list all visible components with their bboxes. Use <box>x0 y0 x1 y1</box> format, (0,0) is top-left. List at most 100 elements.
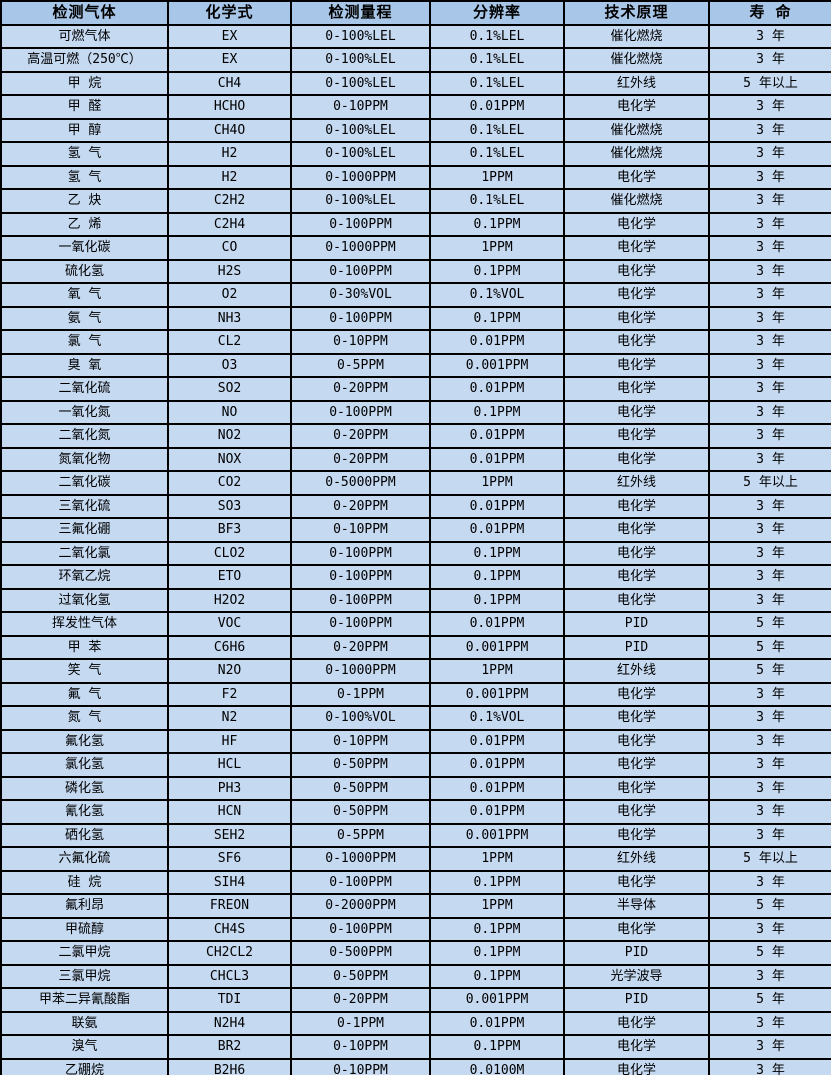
cell-technology: 电化学 <box>563 564 710 590</box>
cell-lifespan: 3 年 <box>708 329 831 355</box>
cell-technology: 电化学 <box>563 446 710 472</box>
cell-detection-range: 0-10PPM <box>290 94 431 120</box>
cell-gas-name: 可燃气体 <box>0 23 169 49</box>
table-row: 乙 烯 C2H4 0-100PPM 0.1PPM 电化学 3 年 <box>0 211 831 237</box>
cell-detection-range: 0-10PPM <box>290 728 431 754</box>
cell-detection-range: 0-1PPM <box>290 1010 431 1036</box>
table-row: 二氧化碳 CO2 0-5000PPM 1PPM 红外线 5 年以上 <box>0 470 831 496</box>
cell-gas-name: 联氨 <box>0 1010 169 1036</box>
table-row: 六氟化硫 SF6 0-1000PPM 1PPM 红外线 5 年以上 <box>0 846 831 872</box>
cell-technology: 电化学 <box>563 587 710 613</box>
cell-lifespan: 3 年 <box>708 235 831 261</box>
table-row: 联氨 N2H4 0-1PPM 0.01PPM 电化学 3 年 <box>0 1010 831 1036</box>
cell-resolution: 0.01PPM <box>429 94 565 120</box>
cell-gas-name: 硫化氢 <box>0 258 169 284</box>
cell-technology: 电化学 <box>563 399 710 425</box>
cell-lifespan: 3 年 <box>708 47 831 73</box>
cell-lifespan: 3 年 <box>708 141 831 167</box>
cell-chemical-formula: N2 <box>167 705 292 731</box>
table-row: 甲苯二异氰酸酯 TDI 0-20PPM 0.001PPM PID 5 年 <box>0 987 831 1013</box>
cell-detection-range: 0-100%LEL <box>290 141 431 167</box>
cell-technology: 电化学 <box>563 329 710 355</box>
cell-gas-name: 氯化氢 <box>0 752 169 778</box>
cell-lifespan: 5 年以上 <box>708 70 831 96</box>
cell-chemical-formula: EX <box>167 23 292 49</box>
cell-resolution: 0.1PPM <box>429 940 565 966</box>
table-row: 氟化氢 HF 0-10PPM 0.01PPM 电化学 3 年 <box>0 728 831 754</box>
cell-resolution: 0.1%VOL <box>429 705 565 731</box>
cell-detection-range: 0-10PPM <box>290 329 431 355</box>
cell-technology: 催化燃烧 <box>563 188 710 214</box>
cell-resolution: 0.1%LEL <box>429 188 565 214</box>
cell-lifespan: 5 年 <box>708 611 831 637</box>
cell-technology: PID <box>563 634 710 660</box>
cell-technology: 电化学 <box>563 799 710 825</box>
cell-lifespan: 5 年以上 <box>708 846 831 872</box>
cell-technology: 电化学 <box>563 916 710 942</box>
cell-resolution: 0.001PPM <box>429 987 565 1013</box>
cell-resolution: 0.01PPM <box>429 1010 565 1036</box>
cell-resolution: 0.1%LEL <box>429 70 565 96</box>
cell-lifespan: 3 年 <box>708 493 831 519</box>
cell-detection-range: 0-100PPM <box>290 587 431 613</box>
table-row: 氨 气 NH3 0-100PPM 0.1PPM 电化学 3 年 <box>0 305 831 331</box>
cell-technology: 电化学 <box>563 94 710 120</box>
cell-resolution: 0.01PPM <box>429 446 565 472</box>
table-header: 检测气体 化学式 检测量程 分辨率 技术原理寿 命 <box>0 0 831 26</box>
column-header-resolution: 分辨率 <box>429 0 565 26</box>
cell-chemical-formula: HCHO <box>167 94 292 120</box>
cell-resolution: 0.01PPM <box>429 423 565 449</box>
cell-technology: PID <box>563 940 710 966</box>
cell-chemical-formula: BF3 <box>167 517 292 543</box>
cell-chemical-formula: SO3 <box>167 493 292 519</box>
cell-resolution: 0.001PPM <box>429 352 565 378</box>
cell-resolution: 0.1PPM <box>429 211 565 237</box>
cell-detection-range: 0-100PPM <box>290 258 431 284</box>
cell-detection-range: 0-50PPM <box>290 775 431 801</box>
table-row: 乙硼烷 B2H6 0-10PPM 0.0100M 电化学 3 年 <box>0 1057 831 1075</box>
cell-chemical-formula: H2S <box>167 258 292 284</box>
cell-detection-range: 0-50PPM <box>290 963 431 989</box>
cell-technology: 催化燃烧 <box>563 23 710 49</box>
cell-chemical-formula: CLO2 <box>167 540 292 566</box>
cell-chemical-formula: H2 <box>167 164 292 190</box>
cell-resolution: 0.1PPM <box>429 1034 565 1060</box>
cell-technology: 电化学 <box>563 728 710 754</box>
cell-technology: 半导体 <box>563 893 710 919</box>
cell-lifespan: 5 年 <box>708 940 831 966</box>
column-header-gas-name: 检测气体 <box>0 0 169 26</box>
cell-gas-name: 硒化氢 <box>0 822 169 848</box>
cell-chemical-formula: CO2 <box>167 470 292 496</box>
cell-resolution: 0.01PPM <box>429 775 565 801</box>
table-body: 可燃气体 EX 0-100%LEL 0.1%LEL 催化燃烧 3 年高温可燃（250℃） E… <box>0 23 831 1075</box>
cell-detection-range: 0-2000PPM <box>290 893 431 919</box>
column-header-detection-range: 检测量程 <box>290 0 431 26</box>
cell-chemical-formula: C6H6 <box>167 634 292 660</box>
cell-lifespan: 3 年 <box>708 517 831 543</box>
cell-lifespan: 3 年 <box>708 775 831 801</box>
cell-gas-name: 氮 气 <box>0 705 169 731</box>
table-row: 磷化氢 PH3 0-50PPM 0.01PPM 电化学 3 年 <box>0 775 831 801</box>
cell-resolution: 1PPM <box>429 470 565 496</box>
cell-lifespan: 3 年 <box>708 258 831 284</box>
cell-chemical-formula: NH3 <box>167 305 292 331</box>
cell-chemical-formula: C2H4 <box>167 211 292 237</box>
cell-technology: 电化学 <box>563 517 710 543</box>
cell-lifespan: 3 年 <box>708 1034 831 1060</box>
cell-detection-range: 0-100%LEL <box>290 47 431 73</box>
cell-chemical-formula: BR2 <box>167 1034 292 1060</box>
cell-gas-name: 溴气 <box>0 1034 169 1060</box>
cell-resolution: 0.1%LEL <box>429 47 565 73</box>
cell-lifespan: 3 年 <box>708 1057 831 1075</box>
cell-detection-range: 0-100PPM <box>290 540 431 566</box>
cell-technology: 电化学 <box>563 211 710 237</box>
cell-gas-name: 环氧乙烷 <box>0 564 169 590</box>
cell-resolution: 0.1PPM <box>429 916 565 942</box>
table-row: 硅 烷 SIH4 0-100PPM 0.1PPM 电化学 3 年 <box>0 869 831 895</box>
table-row: 一氧化碳 CO 0-1000PPM 1PPM 电化学 3 年 <box>0 235 831 261</box>
cell-chemical-formula: VOC <box>167 611 292 637</box>
cell-chemical-formula: H2 <box>167 141 292 167</box>
cell-detection-range: 0-1000PPM <box>290 658 431 684</box>
cell-resolution: 0.1PPM <box>429 587 565 613</box>
